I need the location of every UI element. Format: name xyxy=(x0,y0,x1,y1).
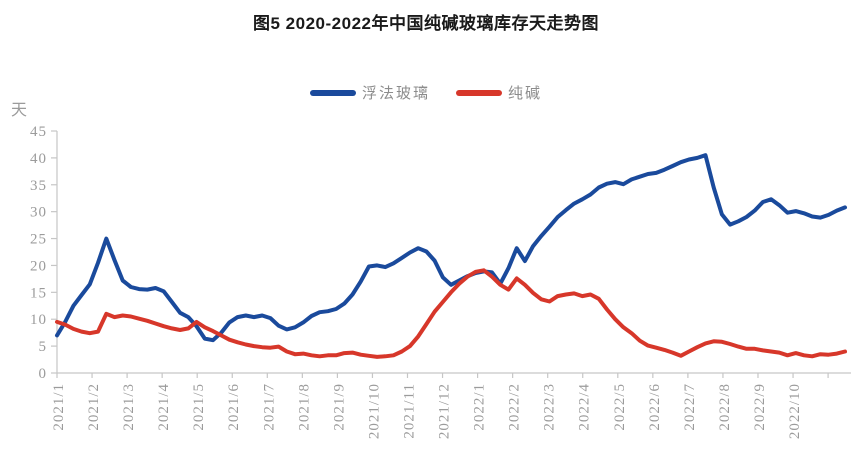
x-tick-label: 2021/9 xyxy=(331,383,347,431)
x-tick-label: 2021/4 xyxy=(156,383,172,431)
float-glass-line-swatch xyxy=(309,89,356,96)
x-tick-label: 2021/2 xyxy=(86,383,102,431)
y-tick-label: 25 xyxy=(30,232,47,248)
y-tick-label: 35 xyxy=(30,178,47,194)
float-glass-line xyxy=(55,153,847,343)
page-title: 图5 2020-2022年中国纯碱玻璃库存天走势图 xyxy=(253,14,599,33)
x-tick-label: 2022/9 xyxy=(752,383,768,431)
x-tick-label: 2021/3 xyxy=(121,383,137,431)
x-tick-label: 2021/6 xyxy=(226,383,242,431)
y-tick-label: 10 xyxy=(30,312,47,328)
legend-item-float-glass: 浮法玻璃 xyxy=(309,82,430,103)
x-tick-label: 2021/12 xyxy=(437,383,453,439)
y-tick-label: 40 xyxy=(30,151,47,167)
y-tick-label: 15 xyxy=(30,285,47,301)
x-tick-label: 2022/8 xyxy=(717,383,733,431)
soda-ash-legend-label: 纯碱 xyxy=(508,86,543,102)
x-tick-label: 2021/10 xyxy=(366,383,382,439)
y-tick-label: 0 xyxy=(39,366,48,382)
y-tick-label: 30 xyxy=(30,205,47,221)
x-tick-label: 2021/5 xyxy=(191,383,207,431)
soda-ash-line xyxy=(55,268,847,359)
y-axis-unit-label: 天 xyxy=(11,102,28,119)
x-tick-label: 2022/7 xyxy=(682,383,698,431)
y-tick-label: 5 xyxy=(39,339,48,355)
y-tick-label: 20 xyxy=(30,258,47,274)
x-tick-label: 2022/10 xyxy=(787,383,803,439)
float-glass-legend-label: 浮法玻璃 xyxy=(361,86,430,102)
x-tick-label: 2022/1 xyxy=(472,383,488,431)
x-tick-label: 2022/4 xyxy=(577,383,593,431)
x-tick-label: 2022/2 xyxy=(507,383,523,431)
x-tick-label: 2021/11 xyxy=(401,383,417,439)
chart-legend: 浮法玻璃 纯碱 xyxy=(0,82,852,103)
x-tick-label: 2021/7 xyxy=(261,383,277,431)
soda-ash-line-swatch xyxy=(456,89,502,96)
x-tick-label: 2022/5 xyxy=(612,383,628,431)
x-tick-label: 2022/3 xyxy=(542,383,558,431)
legend-item-soda-ash: 纯碱 xyxy=(456,82,542,103)
x-tick-label: 2021/1 xyxy=(51,383,67,431)
y-tick-label: 45 xyxy=(30,124,47,140)
x-tick-label: 2022/6 xyxy=(647,383,663,431)
x-tick-label: 2021/8 xyxy=(296,383,312,431)
